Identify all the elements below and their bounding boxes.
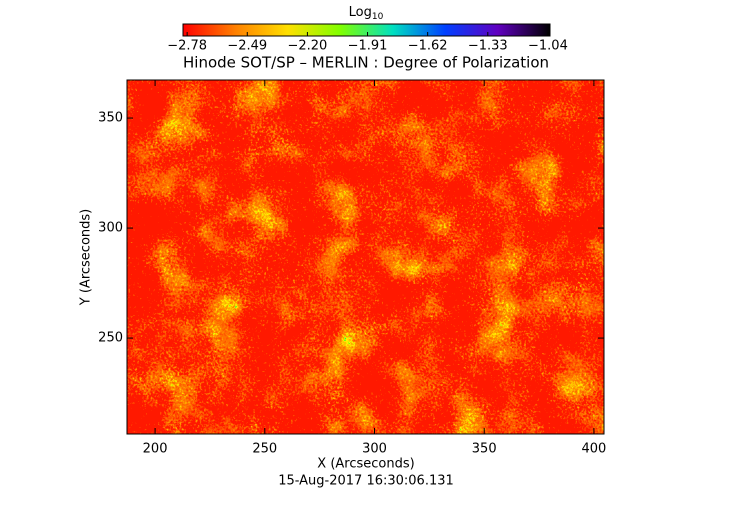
x-tick-label: 200 [143,442,168,457]
colorbar-title: Log10 [349,5,384,22]
x-tick-label: 250 [252,442,277,457]
heatmap-image [127,80,604,434]
x-tick-label: 400 [581,442,606,457]
x-axis-label: X (Arcseconds) [317,457,414,472]
y-axis-label: Y (Arcseconds) [79,209,94,306]
y-tick-label: 250 [98,331,123,346]
colorbar-tick-label: −1.62 [408,39,448,54]
date-label: 15-Aug-2017 16:30:06.131 [278,474,454,489]
chart-title: Hinode SOT/SP – MERLIN : Degree of Polar… [183,54,549,72]
colorbar-tick-label: −2.49 [227,39,267,54]
y-tick-label: 300 [98,221,123,236]
colorbar-tick-label: −1.04 [528,39,568,54]
x-tick-label: 350 [472,442,497,457]
x-tick-label: 300 [362,442,387,457]
colorbar-tick-label: −1.91 [348,39,388,54]
colorbar-tick-label: −2.20 [287,39,327,54]
colorbar-tick-label: −2.78 [167,39,207,54]
plot-frame [126,79,605,435]
colorbar [182,23,551,37]
y-tick-label: 350 [98,111,123,126]
colorbar-tick-label: −1.33 [468,39,508,54]
